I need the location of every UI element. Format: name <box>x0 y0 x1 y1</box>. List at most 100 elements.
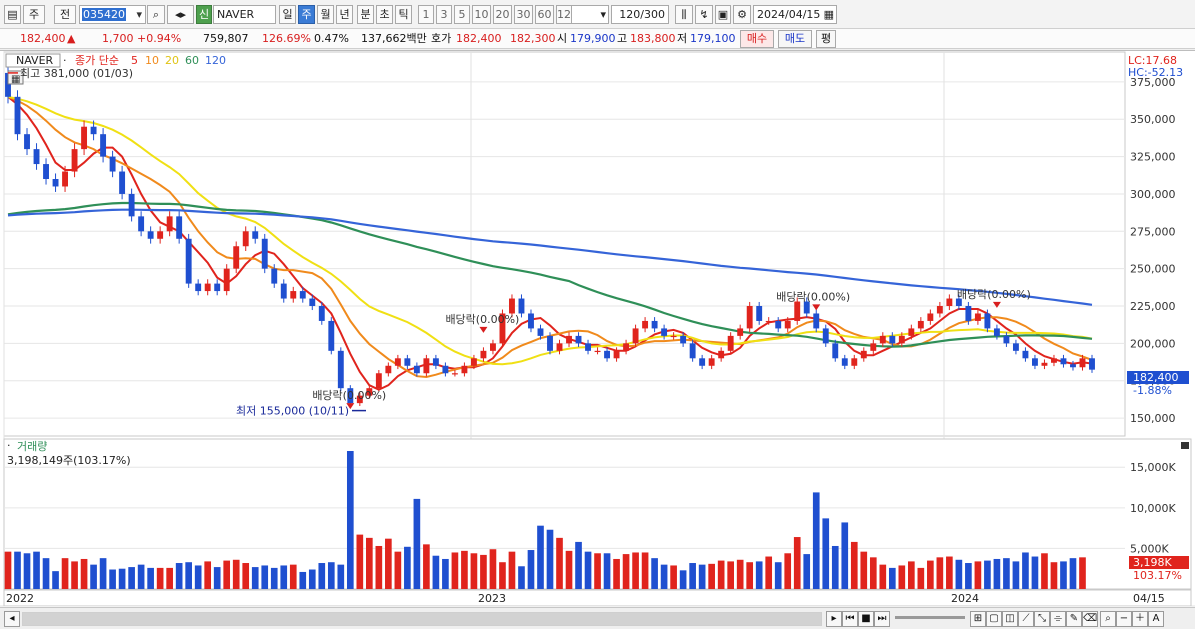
interval-60[interactable]: 60 <box>535 5 554 24</box>
calendar-icon[interactable]: ▦ <box>823 8 834 21</box>
low-label: 저 <box>677 32 688 45</box>
volume-bar <box>660 564 668 589</box>
text-tool-icon[interactable]: ✎ <box>1066 611 1082 627</box>
eraser-icon[interactable]: ⌫ <box>1082 611 1098 627</box>
candle <box>499 313 506 344</box>
price-volume-chart[interactable]: 375,000 350,000 325,000 300,000 275,000 250,0… <box>0 51 1195 607</box>
volume-bar <box>204 561 212 589</box>
candle <box>81 126 88 150</box>
compare-select[interactable]: 전 <box>54 5 76 24</box>
indicator-icon[interactable]: ↯ <box>695 5 713 24</box>
volume-bar <box>603 553 611 589</box>
split-icon[interactable]: ◫ <box>1002 611 1018 627</box>
interval-3[interactable]: 3 <box>436 5 452 24</box>
volume-bar <box>423 544 430 589</box>
volume-bar <box>955 559 963 589</box>
sell-button[interactable]: 매도 <box>778 30 812 48</box>
volume-bar <box>508 551 516 589</box>
trend-line-icon[interactable]: ⟋ <box>1018 611 1034 627</box>
zoom-slider[interactable] <box>895 616 965 619</box>
zoom-in-icon[interactable]: ＋ <box>1132 611 1148 627</box>
search-icon[interactable]: ⌕ <box>147 5 165 24</box>
candle <box>594 350 601 353</box>
candle <box>356 395 363 404</box>
chevron-down-icon[interactable]: ▾ <box>600 8 606 21</box>
candle <box>813 313 820 329</box>
zoom-icon[interactable]: ⌕ <box>1100 611 1116 627</box>
volume-bar <box>23 553 31 589</box>
gear-icon[interactable]: ⚙ <box>733 5 751 24</box>
volume-bar <box>232 559 240 589</box>
volume-panel-close-icon[interactable] <box>1181 442 1189 449</box>
scroll-left-icon[interactable]: ◂ <box>4 611 20 627</box>
period-tab-week-label: 주 <box>301 8 312 21</box>
fast-forward-icon[interactable]: ⏭ <box>874 611 890 627</box>
interval-30[interactable]: 30 <box>514 5 533 24</box>
interval-1[interactable]: 1 <box>418 5 434 24</box>
candle <box>841 358 848 366</box>
save-icon[interactable]: ▣ <box>715 5 731 24</box>
chart-toolbar: ▤ 주 전 035420 ▾ ⌕ ◂▸ 신 NAVER 일 주 월 년 분 초 틱… <box>0 0 1195 29</box>
chart-menu-icon[interactable]: ▤ <box>4 5 21 24</box>
period-tab-week[interactable]: 주 <box>298 5 315 24</box>
volume-bar <box>499 562 506 589</box>
period-main-select[interactable]: 주 <box>23 5 45 24</box>
prev-stock-icon[interactable]: ◂▸ <box>167 5 194 24</box>
candle <box>984 313 991 329</box>
buy-button[interactable]: 매수 <box>740 30 774 48</box>
interval-10[interactable]: 10 <box>472 5 491 24</box>
chart-area[interactable]: 375,000 350,000 325,000 300,000 275,000 250,0… <box>0 50 1195 607</box>
interval-5[interactable]: 5 <box>454 5 470 24</box>
volume-tick-label: 5,000K <box>1130 542 1169 555</box>
crosshair-icon[interactable]: ⊞ <box>970 611 986 627</box>
font-size-icon[interactable]: A <box>1148 611 1164 627</box>
period-tab-tick[interactable]: 틱 <box>395 5 412 24</box>
low-annotation: 최저 155,000 (10/11) <box>236 405 349 418</box>
period-tab-month[interactable]: 월 <box>317 5 334 24</box>
period-tab-second-label: 초 <box>379 8 390 21</box>
volume-bar <box>480 554 487 589</box>
price-tick-label: 300,000 <box>1130 188 1176 201</box>
candle <box>451 373 458 375</box>
stop-icon[interactable]: ■ <box>858 611 874 627</box>
candle <box>794 301 801 321</box>
zoom-out-icon[interactable]: − <box>1116 611 1132 627</box>
candle <box>109 156 116 172</box>
period-tab-day[interactable]: 일 <box>279 5 296 24</box>
fibo-icon[interactable]: ⌯ <box>1050 611 1066 627</box>
eval-button[interactable]: 평 <box>816 30 836 48</box>
volume-bar <box>1050 562 1058 589</box>
candle <box>328 320 335 351</box>
interval-20[interactable]: 20 <box>493 5 512 24</box>
volume-tick-label: 10,000K <box>1130 502 1176 515</box>
candle <box>604 350 611 359</box>
count-field[interactable]: 120/300 <box>611 5 669 24</box>
rewind-icon[interactable]: ⏮ <box>842 611 858 627</box>
window-icon[interactable]: ▢ <box>986 611 1002 627</box>
candle <box>90 126 97 135</box>
scroll-track[interactable] <box>22 612 822 626</box>
chevron-down-icon[interactable]: ▾ <box>136 8 142 21</box>
stock-name-field[interactable]: NAVER <box>213 5 276 24</box>
draw-tool-icon[interactable]: ⤡ <box>1034 611 1050 627</box>
volume-bar <box>385 538 392 589</box>
candle <box>195 283 202 292</box>
period-tab-second[interactable]: 초 <box>376 5 393 24</box>
candle <box>689 343 696 359</box>
candle-type-icon[interactable]: ⫼ <box>675 5 693 24</box>
candle <box>851 358 858 366</box>
stock-code-input[interactable]: 035420 ▾ <box>79 5 146 24</box>
scroll-right-icon[interactable]: ▸ <box>826 611 842 627</box>
period-tab-year[interactable]: 년 <box>336 5 353 24</box>
panel-calc-icon[interactable] <box>7 70 24 85</box>
legend-name-box <box>5 53 61 68</box>
volume-bar <box>622 554 630 589</box>
custom-interval-select[interactable]: ▾ <box>571 5 609 24</box>
volume-bar <box>1031 556 1039 589</box>
volume-bar <box>261 565 269 589</box>
period-tab-minute[interactable]: 분 <box>357 5 374 24</box>
price-tick-label: 150,000 <box>1130 412 1176 425</box>
interval-3-label: 3 <box>440 8 448 21</box>
scroll-thumb[interactable] <box>23 613 821 625</box>
date-field[interactable]: 2024/04/15 ▦ <box>753 5 837 24</box>
